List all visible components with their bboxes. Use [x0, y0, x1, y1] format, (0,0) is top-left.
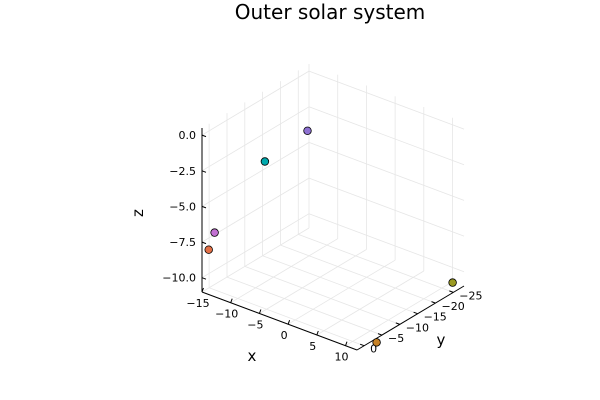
- grid-layer: [201, 64, 465, 347]
- data-point: [448, 278, 457, 287]
- floor-grid-line-y: [262, 255, 418, 315]
- floor-grid-line-y: [298, 234, 454, 293]
- data-point: [204, 245, 213, 254]
- y-tick-mark: [359, 343, 365, 347]
- x-tick-label: −5: [247, 319, 263, 332]
- data-point: [210, 228, 219, 237]
- data-point: [260, 157, 270, 166]
- side-grid-line-z: [201, 213, 310, 279]
- z-tick-label: −10.0: [162, 272, 196, 285]
- floor-grid-line-x: [345, 281, 453, 347]
- x-tick-label: 10: [335, 351, 349, 364]
- x-tick-mark: [316, 330, 319, 336]
- y-tick-mark: [431, 301, 436, 304]
- data-point: [372, 338, 381, 347]
- floor-grid-line-x: [201, 227, 310, 293]
- y-tick-label: −5: [388, 332, 404, 345]
- y-tick-label: −20: [442, 300, 465, 313]
- floor-grid-line-y: [226, 276, 383, 336]
- x-tick-mark: [287, 320, 291, 325]
- z-tick-mark: [201, 205, 207, 209]
- y-tick-mark: [449, 290, 454, 293]
- floor-grid-line-x: [259, 249, 367, 314]
- back-grid-line-z: [308, 106, 465, 166]
- z-tick-label: 0.0: [179, 129, 197, 142]
- y-tick-mark: [377, 333, 383, 336]
- tick-layer: −15−10−50510−25−20−15−10−50−10.0−7.5−5.0…: [162, 129, 482, 364]
- x-tick-mark: [345, 341, 348, 346]
- z-tick-label: −7.5: [169, 236, 196, 249]
- back-grid-line-z: [308, 213, 465, 273]
- z-tick-mark: [201, 241, 207, 245]
- back-grid-line-z: [308, 177, 465, 237]
- x-tick-label: 5: [309, 340, 316, 353]
- side-grid-line-z: [201, 142, 310, 207]
- floor-grid-line-x: [287, 259, 396, 325]
- x-tick-label: 0: [281, 329, 288, 342]
- y-tick-label: −25: [459, 289, 482, 302]
- floor-grid-line-y: [244, 266, 400, 325]
- back-grid-line-z: [308, 70, 465, 130]
- x-tick-label: −10: [215, 308, 238, 321]
- x-axis-line: [201, 291, 358, 351]
- side-grid-line-z: [201, 70, 310, 136]
- y-tick-mark: [413, 311, 418, 315]
- x-axis-label: x: [248, 347, 257, 365]
- z-tick-mark: [201, 134, 207, 138]
- y-tick-label: −10: [406, 321, 429, 334]
- z-axis-label: z: [129, 209, 147, 217]
- y-tick-label: −15: [424, 311, 447, 324]
- z-tick-mark: [201, 170, 207, 173]
- floor-grid-line-x: [230, 238, 338, 304]
- x-tick-mark: [201, 287, 204, 293]
- x-tick-label: −15: [186, 297, 209, 310]
- chart-title: Outer solar system: [235, 0, 426, 24]
- x-tick-mark: [230, 298, 233, 303]
- z-tick-label: −5.0: [169, 200, 196, 213]
- floor-grid-line-x: [316, 270, 425, 336]
- y-tick-label: 0: [370, 343, 377, 356]
- z-tick-label: −2.5: [169, 165, 196, 178]
- floor-grid-line-y: [280, 244, 436, 304]
- y-axis-label: y: [437, 331, 446, 349]
- floor-grid-line-y: [208, 287, 365, 347]
- data-point: [303, 126, 312, 135]
- point-layer: [204, 126, 457, 347]
- x-tick-mark: [258, 309, 262, 314]
- side-grid-line-z: [201, 177, 310, 243]
- z-tick-mark: [201, 277, 207, 280]
- y-tick-mark: [395, 322, 400, 325]
- back-grid-line-z: [308, 142, 465, 201]
- side-grid-line-z: [201, 106, 310, 172]
